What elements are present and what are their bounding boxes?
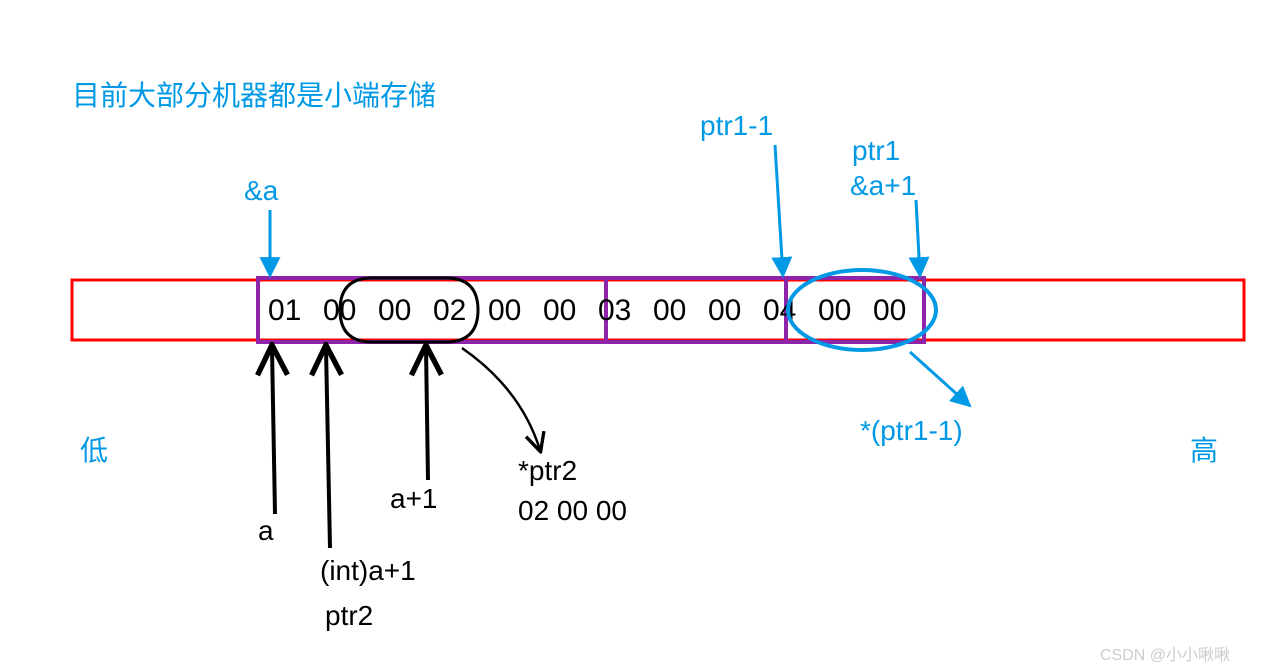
arrow-star-ptr2 — [462, 348, 540, 450]
arrow-ptr1-m1 — [775, 145, 783, 276]
a-plus1-label: a+1 — [390, 483, 438, 514]
byte-cell: 02 — [433, 294, 466, 327]
star-ptr1-minus1-label: *(ptr1-1) — [860, 415, 963, 446]
star-ptr2-label: *ptr2 — [518, 455, 577, 486]
title-text: 目前大部分机器都是小端存储 — [72, 80, 436, 111]
byte-cells: 010000020000030000040000 — [268, 294, 906, 327]
byte-cell: 00 — [488, 294, 521, 327]
int-a-plus1-label: (int)a+1 — [320, 555, 416, 586]
byte-cell: 00 — [653, 294, 686, 327]
low-label: 低 — [80, 435, 108, 466]
high-label: 高 — [1190, 435, 1218, 466]
ptr2-label: ptr2 — [325, 600, 373, 631]
arrow-star-ptr1-m1 — [910, 352, 970, 406]
int-box — [606, 278, 786, 342]
a-label: a — [258, 515, 274, 546]
byte-cell: 01 — [268, 294, 301, 327]
arrow-int-a-p1 — [326, 348, 330, 548]
arrow-a — [272, 348, 275, 514]
byte-cell: 03 — [598, 294, 631, 327]
amp-a-plus1-label: &a+1 — [850, 170, 916, 201]
arrow-a-plus1 — [426, 348, 428, 480]
blue-ellipse — [788, 270, 936, 350]
byte-cell: 00 — [818, 294, 851, 327]
ptr1-minus1-label: ptr1-1 — [700, 110, 773, 141]
amp-a-label: &a — [244, 175, 279, 206]
byte-cell: 00 — [378, 294, 411, 327]
star-ptr2-value: 02 00 00 — [518, 495, 627, 526]
byte-cell: 00 — [543, 294, 576, 327]
byte-cell: 00 — [708, 294, 741, 327]
watermark-text: CSDN @小小啾啾 — [1100, 646, 1230, 664]
byte-cell: 00 — [873, 294, 906, 327]
arrow-ptr1 — [916, 200, 920, 276]
ptr1-label: ptr1 — [852, 135, 900, 166]
